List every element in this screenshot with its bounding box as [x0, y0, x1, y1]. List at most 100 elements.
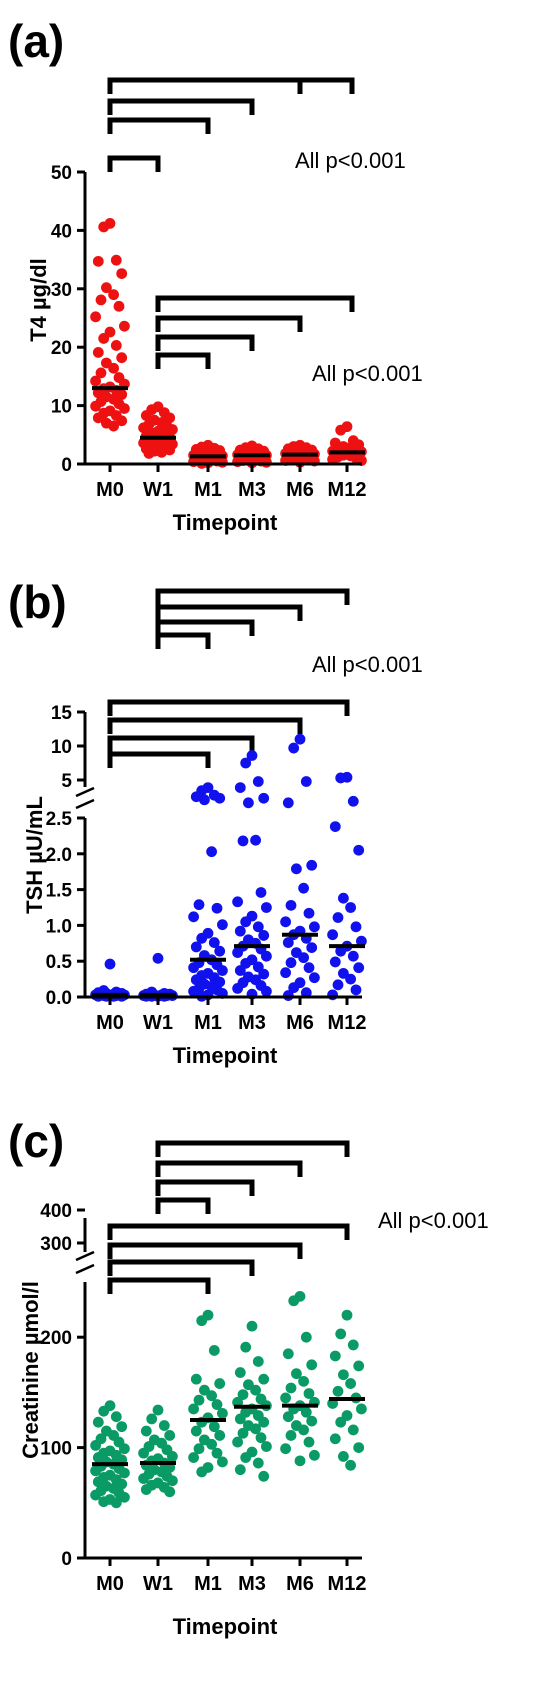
significance-bracket: [107, 155, 161, 172]
panel-b: (b) All p<0.001 TSH µU/mL 0.0 0.5 1.0 1.5 2.…: [8, 576, 423, 1068]
data-point: [211, 1399, 223, 1410]
x-tick-label: M0: [96, 1573, 124, 1595]
x-tick-label: W1: [143, 1012, 173, 1034]
data-point: [347, 1424, 359, 1436]
panel-c-points: [90, 1290, 367, 1509]
data-point: [208, 1421, 220, 1433]
data-point: [335, 1328, 347, 1340]
data-point: [246, 1320, 258, 1332]
data-point: [252, 921, 264, 933]
data-point: [190, 1373, 202, 1385]
data-point: [252, 1356, 264, 1367]
x-tick-label: W1: [143, 1573, 173, 1595]
data-point: [92, 347, 104, 358]
data-point: [119, 1443, 130, 1455]
panel-c-axes: [83, 1282, 362, 1560]
y-tick-label: 0.0: [46, 988, 72, 1009]
data-point: [98, 221, 110, 233]
x-tick-label: W1: [143, 479, 173, 501]
panel-c-significance-brackets: [107, 1140, 350, 1294]
data-point: [217, 456, 228, 468]
data-point: [306, 1415, 318, 1427]
data-point: [193, 1443, 205, 1455]
panel-a-x-axis: M0 W1 M1 M3 M6 M12: [96, 464, 366, 501]
panel-c-x-axis-label: Timepoint: [173, 1614, 278, 1639]
x-tick-label: M6: [286, 479, 314, 501]
data-point: [250, 834, 261, 846]
data-point: [208, 937, 220, 948]
data-point: [138, 422, 150, 434]
data-point: [214, 792, 226, 804]
y-tick-label: 2.0: [46, 845, 72, 866]
data-point: [108, 362, 119, 374]
data-point: [140, 1425, 152, 1437]
data-point: [306, 942, 318, 953]
data-point: [261, 902, 272, 913]
data-point: [338, 1369, 349, 1381]
data-point: [108, 420, 119, 432]
data-point: [199, 794, 210, 806]
significance-bracket: [155, 632, 211, 649]
data-point: [350, 921, 362, 933]
panel-b-letter: (b): [8, 576, 67, 628]
data-point: [217, 1407, 228, 1419]
significance-bracket: [107, 735, 255, 752]
data-point: [298, 952, 309, 964]
data-point: [214, 945, 226, 957]
x-tick-label: M1: [194, 1573, 222, 1595]
y-tick-label: 400: [40, 1201, 72, 1222]
data-point: [300, 1406, 312, 1418]
data-point: [164, 1430, 176, 1441]
significance-bracket: [155, 352, 211, 369]
data-point: [167, 1451, 178, 1462]
significance-bracket: [107, 751, 211, 768]
data-point: [294, 733, 306, 745]
data-point: [152, 1404, 164, 1416]
data-point: [116, 352, 128, 364]
data-point: [298, 1375, 309, 1387]
data-point: [158, 1420, 170, 1431]
data-point: [113, 300, 125, 312]
data-point: [300, 1331, 312, 1343]
data-point: [258, 1416, 270, 1428]
data-point: [332, 979, 344, 991]
data-point: [329, 956, 341, 968]
data-point: [258, 968, 270, 980]
data-point: [119, 1467, 130, 1479]
y-tick-label: 1.5: [46, 881, 73, 902]
significance-bracket: [107, 1277, 211, 1294]
data-point: [211, 1447, 223, 1459]
significance-bracket: [107, 77, 355, 94]
data-point: [285, 1430, 297, 1441]
data-point: [95, 367, 107, 379]
significance-bracket: [107, 98, 255, 115]
data-point: [252, 776, 264, 787]
data-point: [232, 1436, 244, 1448]
data-point: [190, 974, 202, 986]
data-point: [288, 742, 300, 754]
panel-b-y-axis: 0.0 0.5 1.0 1.5 2.0 2.5 5 10 15: [46, 703, 85, 1009]
data-point: [335, 1416, 347, 1428]
data-point: [214, 1430, 226, 1441]
panel-b-axis-break: [75, 786, 95, 810]
data-point: [138, 1473, 150, 1484]
panel-b-medians: [92, 932, 365, 997]
data-point: [206, 1390, 218, 1402]
data-point: [188, 985, 200, 997]
panel-b-axes: [83, 818, 362, 999]
data-point: [206, 1438, 218, 1450]
data-point: [243, 797, 254, 809]
data-point: [237, 1389, 249, 1401]
data-point: [92, 1476, 104, 1488]
x-tick-label: M6: [286, 1012, 314, 1034]
data-point: [188, 962, 200, 974]
data-point: [280, 916, 291, 928]
data-point: [329, 1350, 341, 1362]
data-point: [303, 962, 315, 974]
data-point: [282, 1348, 294, 1360]
panel-b-points: [90, 733, 367, 1002]
data-point: [104, 958, 116, 970]
data-point: [90, 400, 101, 412]
significance-bracket: [155, 604, 303, 621]
